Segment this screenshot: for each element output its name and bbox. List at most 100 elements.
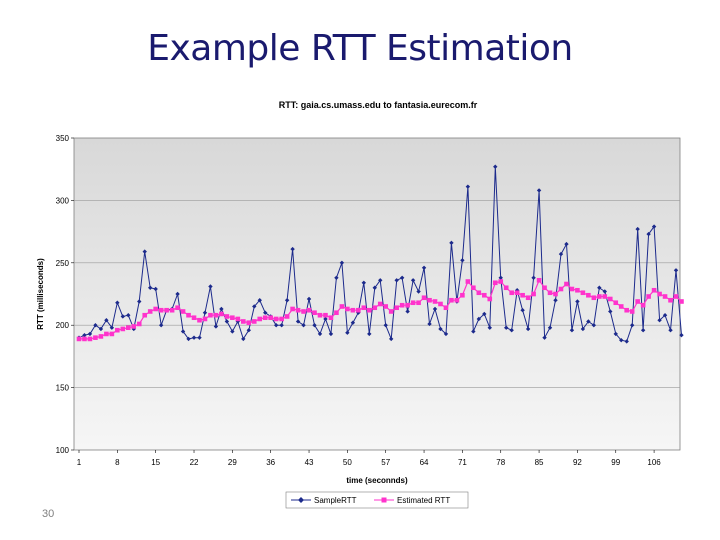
data-point-estimated bbox=[131, 324, 137, 329]
data-point-sample bbox=[493, 164, 498, 169]
data-point-estimated bbox=[153, 306, 158, 312]
data-point-sample bbox=[635, 226, 640, 232]
x-tick-label: 1 bbox=[77, 458, 82, 467]
data-point-estimated bbox=[219, 311, 224, 317]
data-point-sample bbox=[410, 278, 416, 283]
data-point-estimated bbox=[284, 314, 290, 319]
y-tick-label: 100 bbox=[56, 446, 70, 455]
data-point-sample bbox=[564, 241, 569, 247]
data-point-estimated bbox=[394, 305, 399, 311]
data-point-estimated bbox=[147, 309, 153, 314]
data-point-estimated bbox=[268, 315, 273, 321]
x-tick-label: 106 bbox=[647, 458, 661, 467]
data-point-estimated bbox=[547, 290, 553, 296]
data-point-sample bbox=[399, 275, 405, 280]
data-point-sample bbox=[504, 325, 509, 330]
data-point-estimated bbox=[345, 306, 350, 312]
series-estimated bbox=[76, 277, 684, 342]
data-point-sample bbox=[339, 260, 345, 265]
data-point-sample bbox=[158, 323, 164, 328]
data-point-sample bbox=[651, 224, 657, 229]
data-point-sample bbox=[679, 332, 684, 338]
data-point-estimated bbox=[98, 334, 104, 339]
data-point-sample bbox=[520, 308, 525, 313]
data-point-estimated bbox=[503, 285, 509, 291]
data-point-sample bbox=[547, 325, 553, 330]
data-point-estimated bbox=[104, 331, 109, 337]
data-point-estimated bbox=[531, 291, 536, 297]
data-point-sample bbox=[421, 265, 427, 270]
data-point-estimated bbox=[306, 307, 312, 313]
data-point-sample bbox=[334, 275, 339, 280]
data-point-estimated bbox=[629, 309, 635, 314]
data-point-estimated bbox=[427, 297, 432, 303]
data-point-estimated bbox=[514, 290, 520, 296]
data-point-sample bbox=[361, 280, 367, 285]
data-point-estimated bbox=[558, 286, 564, 292]
data-point-estimated bbox=[597, 294, 602, 299]
data-point-sample bbox=[536, 188, 542, 193]
data-point-sample bbox=[290, 246, 295, 252]
data-point-estimated bbox=[312, 310, 317, 316]
data-point-estimated bbox=[323, 312, 328, 318]
x-tick-label: 92 bbox=[573, 458, 582, 467]
data-point-estimated bbox=[586, 292, 591, 298]
data-point-estimated bbox=[443, 305, 449, 311]
data-point-estimated bbox=[317, 312, 323, 318]
data-point-estimated bbox=[241, 319, 246, 324]
data-point-sample bbox=[432, 306, 438, 312]
data-point-sample bbox=[569, 327, 575, 333]
x-tick-label: 15 bbox=[151, 458, 160, 467]
x-tick-label: 22 bbox=[190, 458, 199, 467]
data-point-sample bbox=[629, 323, 635, 328]
data-point-estimated bbox=[498, 279, 504, 284]
data-point-sample bbox=[482, 311, 487, 317]
data-point-sample bbox=[378, 278, 383, 283]
data-point-estimated bbox=[591, 295, 597, 301]
data-point-sample bbox=[668, 327, 673, 333]
data-point-sample bbox=[312, 323, 317, 328]
data-point-estimated bbox=[668, 297, 673, 303]
data-point-estimated bbox=[564, 281, 569, 287]
data-point-estimated bbox=[673, 294, 679, 299]
data-point-sample bbox=[613, 331, 618, 337]
legend: SampleRTT Estimated RTT bbox=[285, 491, 469, 509]
data-point-sample bbox=[640, 327, 646, 333]
data-point-sample bbox=[438, 326, 443, 332]
data-point-estimated bbox=[602, 294, 608, 299]
data-point-sample bbox=[405, 309, 410, 314]
data-point-sample bbox=[602, 289, 607, 294]
legend-label-sample: SampleRTT bbox=[314, 496, 357, 505]
data-point-sample bbox=[328, 331, 334, 337]
data-point-estimated bbox=[646, 294, 651, 299]
data-point-estimated bbox=[246, 320, 252, 326]
data-point-estimated bbox=[334, 310, 339, 316]
data-point-sample bbox=[646, 231, 651, 237]
data-point-sample bbox=[673, 268, 679, 273]
data-point-sample bbox=[367, 331, 372, 337]
data-point-sample bbox=[624, 339, 629, 344]
data-point-sample bbox=[306, 296, 312, 302]
data-point-sample bbox=[345, 330, 350, 335]
data-point-sample bbox=[98, 326, 104, 332]
data-point-estimated bbox=[372, 305, 378, 311]
data-point-estimated bbox=[657, 291, 662, 297]
data-point-sample bbox=[350, 320, 356, 325]
data-point-estimated bbox=[421, 295, 427, 301]
data-point-estimated bbox=[399, 302, 405, 308]
data-point-sample bbox=[273, 323, 279, 328]
data-point-estimated bbox=[235, 316, 241, 322]
data-point-estimated bbox=[273, 316, 279, 322]
data-point-estimated bbox=[125, 325, 131, 330]
data-point-sample bbox=[263, 310, 268, 315]
data-point-sample bbox=[460, 258, 465, 263]
data-point-estimated bbox=[301, 309, 306, 314]
data-point-sample bbox=[213, 324, 219, 329]
data-point-sample bbox=[208, 284, 213, 289]
data-point-sample bbox=[323, 316, 328, 322]
x-tick-label: 43 bbox=[305, 458, 314, 467]
chart-title: RTT: gaia.cs.umass.edu to fantasia.eurec… bbox=[279, 100, 478, 110]
data-point-sample bbox=[394, 278, 399, 283]
x-tick-label: 99 bbox=[611, 458, 620, 467]
